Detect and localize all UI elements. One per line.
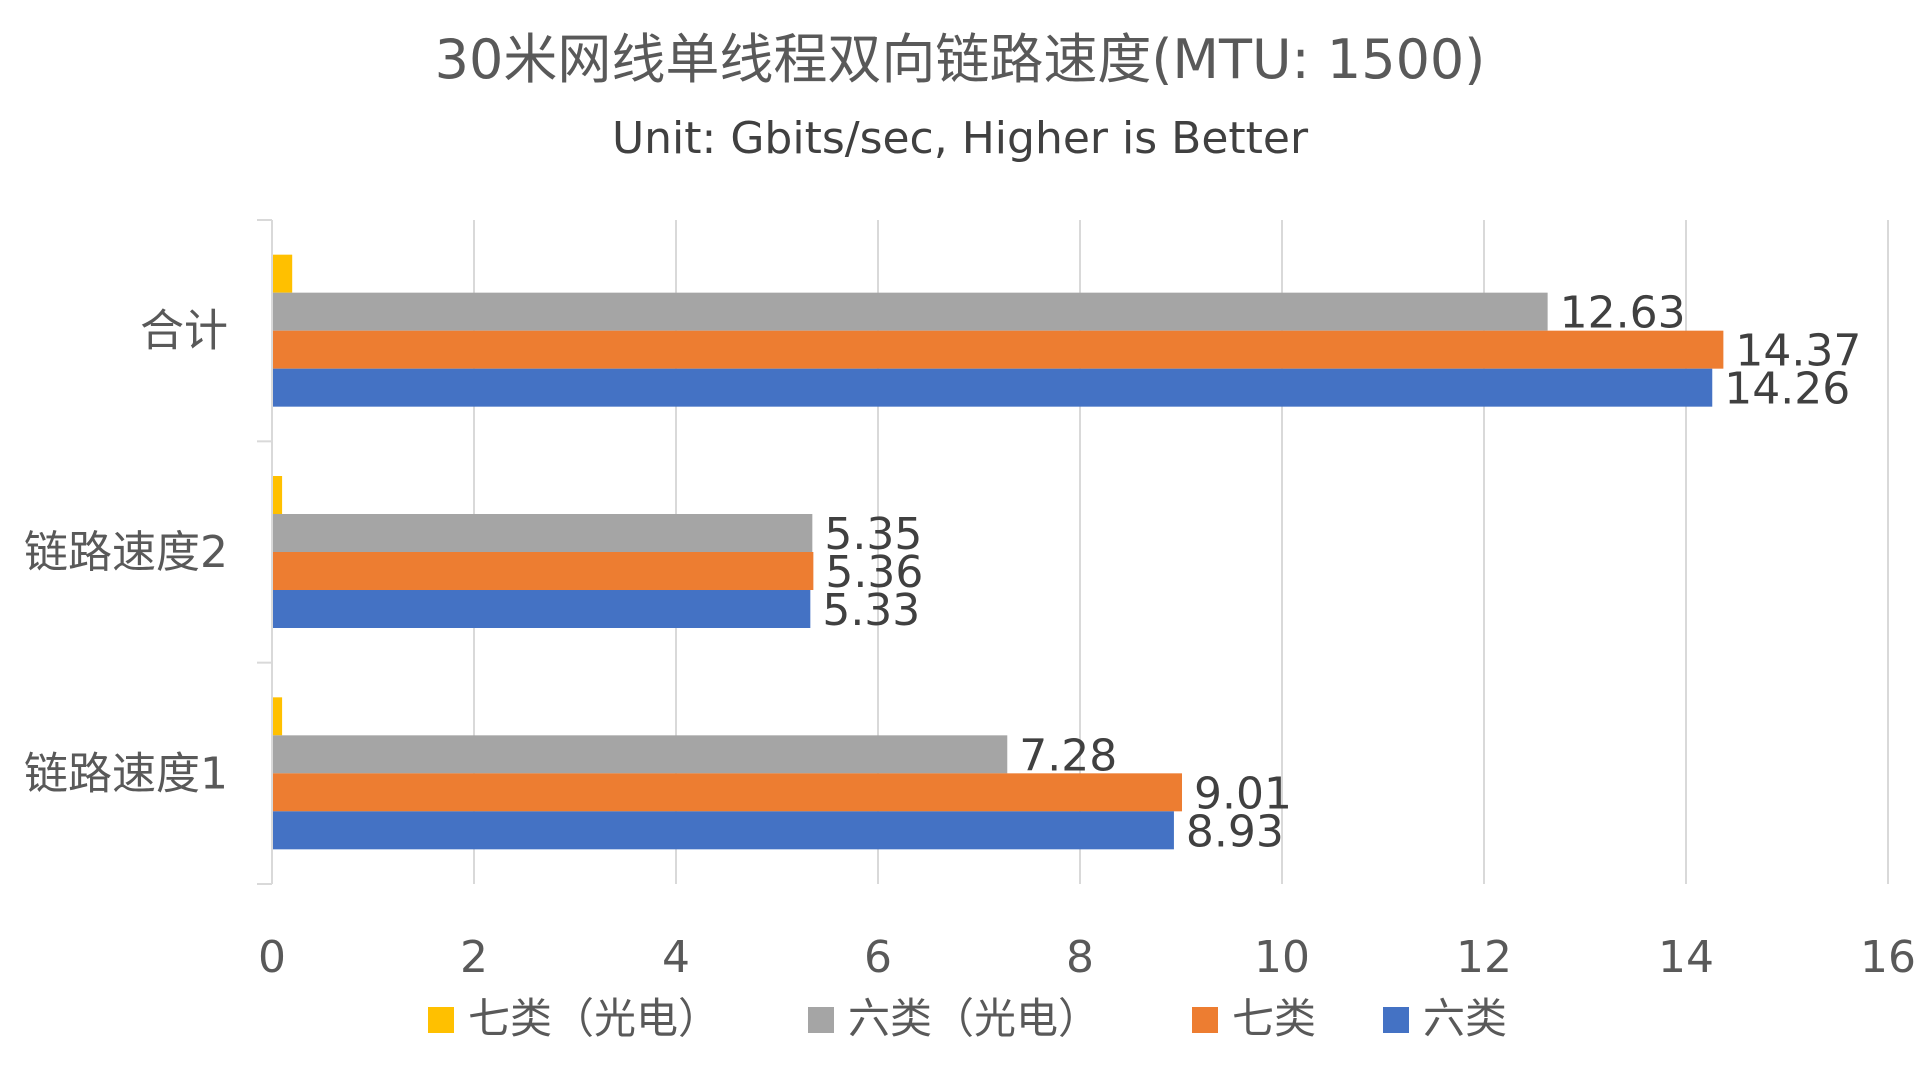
chart-subtitle: Unit: Gbits/sec, Higher is Better — [612, 113, 1309, 164]
bar — [272, 368, 1713, 407]
data-label: 14.37 — [1735, 326, 1861, 377]
bar — [272, 552, 814, 590]
legend-label: 七类（光电） — [468, 994, 720, 1043]
data-label: 9.01 — [1194, 768, 1292, 819]
x-tick-label: 16 — [1860, 932, 1916, 983]
x-tick-label: 8 — [1066, 932, 1094, 983]
bar — [272, 254, 293, 293]
bar — [272, 292, 1548, 331]
legend-swatch — [808, 1007, 834, 1033]
x-tick-label: 10 — [1254, 932, 1310, 983]
x-tick-label: 6 — [864, 932, 892, 983]
category-label: 链路速度1 — [24, 748, 228, 799]
data-label: 8.93 — [1186, 806, 1284, 857]
bar — [272, 735, 1008, 774]
data-label: 5.35 — [824, 509, 922, 560]
x-tick-label: 14 — [1658, 932, 1714, 983]
bar — [272, 476, 283, 514]
data-label: 5.36 — [825, 547, 923, 598]
x-tick-label: 12 — [1456, 932, 1512, 983]
data-label: 5.33 — [822, 585, 920, 636]
bar — [272, 811, 1174, 850]
legend-swatch — [428, 1007, 454, 1033]
data-label: 12.63 — [1560, 288, 1686, 339]
bar — [272, 773, 1183, 812]
x-tick-label: 2 — [460, 932, 488, 983]
legend-label: 六类（光电） — [848, 994, 1100, 1043]
bar — [272, 697, 283, 736]
legend: 七类（光电） 六类（光电） 七类 六类 — [428, 994, 1507, 1043]
legend-label: 六类 — [1423, 994, 1507, 1043]
category-label: 链路速度2 — [24, 527, 228, 578]
category-label: 合计 — [140, 306, 228, 357]
legend-label: 七类 — [1232, 994, 1316, 1043]
bar — [272, 590, 811, 628]
bar — [272, 514, 813, 552]
bars — [272, 254, 1724, 850]
x-tick-label: 4 — [662, 932, 690, 983]
bar — [272, 330, 1724, 369]
legend-swatch — [1383, 1007, 1409, 1033]
data-label: 7.28 — [1019, 730, 1117, 781]
chart-title: 30米网线单线程双向链路速度(MTU: 1500) — [435, 28, 1486, 91]
x-tick-label: 0 — [258, 932, 286, 983]
legend-swatch — [1192, 1007, 1218, 1033]
data-label: 14.26 — [1724, 364, 1850, 415]
